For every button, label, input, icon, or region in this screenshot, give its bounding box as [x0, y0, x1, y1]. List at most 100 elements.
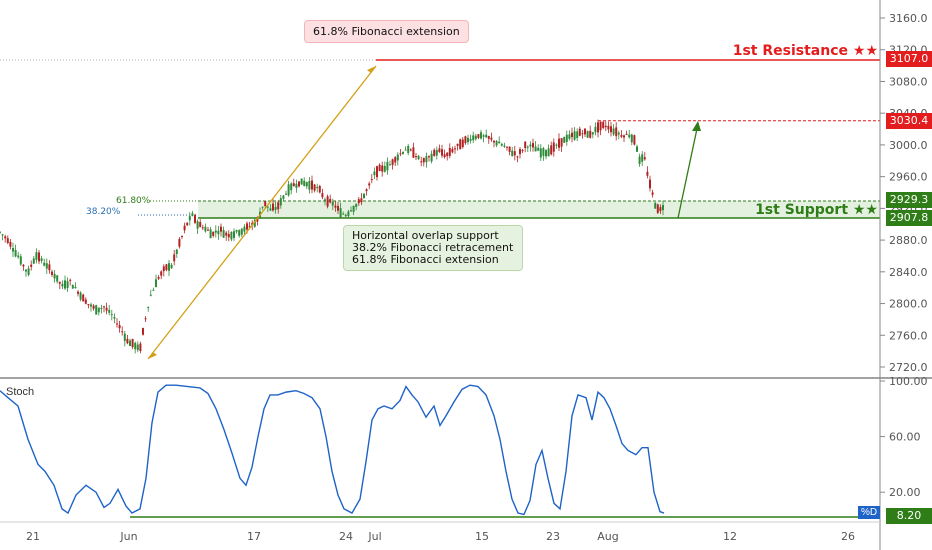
- candle-down: [201, 227, 204, 229]
- candle-up: [347, 211, 350, 217]
- candle-down: [58, 281, 61, 284]
- candle-down: [256, 217, 259, 222]
- candle-down: [30, 264, 33, 267]
- stoch-legend: %D: [858, 506, 880, 519]
- support-callout-line-2: 38.2% Fibonacci retracement: [352, 241, 514, 254]
- annotation-lines: [147, 59, 880, 360]
- candle-up: [407, 146, 410, 153]
- candle-up: [612, 128, 615, 135]
- candle-up: [25, 269, 27, 272]
- candle-down: [610, 126, 612, 133]
- candle-up: [110, 314, 113, 316]
- candle-down: [441, 149, 443, 156]
- candle-up: [636, 146, 638, 152]
- projection-arrow: [677, 123, 699, 219]
- candle-up: [266, 206, 269, 208]
- candle-down: [513, 151, 516, 156]
- candle-up: [467, 137, 469, 143]
- candle-up: [56, 275, 59, 282]
- candle-up: [511, 150, 514, 157]
- candle-up: [469, 139, 472, 141]
- candle-up: [222, 229, 225, 238]
- candle-down: [659, 207, 662, 212]
- candle-down: [227, 233, 230, 238]
- candle-up: [474, 135, 477, 140]
- candle-up: [129, 340, 131, 347]
- candle-up: [417, 155, 420, 160]
- candle-down: [391, 159, 394, 166]
- support-callout: Horizontal overlap support 38.2% Fibonac…: [343, 225, 523, 271]
- candle-down: [649, 179, 651, 189]
- candle-up: [61, 283, 64, 287]
- candle-down: [454, 148, 456, 150]
- candle-down: [131, 338, 134, 348]
- time-tick-label: 17: [247, 530, 261, 543]
- candle-down: [22, 264, 25, 267]
- candle-up: [563, 137, 566, 143]
- support-bottom-tag: 2907.8: [886, 210, 932, 226]
- time-tick-label: 12: [723, 530, 737, 543]
- candle-down: [524, 141, 527, 149]
- candle-up: [35, 252, 38, 260]
- candle-up: [425, 156, 428, 163]
- candle-up: [238, 230, 241, 236]
- candle-up: [175, 249, 178, 254]
- candle-down: [521, 150, 524, 152]
- candle-down: [321, 193, 324, 198]
- candle-up: [342, 213, 345, 215]
- candle-down: [508, 146, 511, 152]
- candle-up: [529, 144, 532, 147]
- candle-up: [74, 286, 77, 288]
- candle-up: [316, 186, 319, 189]
- support-zone-fill: [198, 200, 880, 219]
- candle-down: [490, 137, 493, 140]
- candle-down: [360, 198, 363, 203]
- fib-extension-line: [147, 65, 377, 360]
- candle-down: [409, 149, 412, 151]
- candle-down: [399, 153, 402, 155]
- candle-down: [532, 143, 534, 148]
- candle-up: [274, 206, 277, 210]
- price-tick-label: 3000.0: [889, 139, 928, 152]
- candle-down: [422, 158, 425, 163]
- candle-down: [550, 145, 553, 155]
- candle-up: [630, 134, 633, 143]
- candle-down: [607, 125, 610, 130]
- candle-down: [212, 231, 215, 236]
- support-callout-line-3: 61.8% Fibonacci extension: [352, 253, 499, 266]
- candle-up: [355, 203, 358, 207]
- candle-down: [318, 186, 321, 193]
- candle-up: [344, 214, 347, 217]
- candle-down: [487, 136, 490, 139]
- candle-up: [217, 230, 220, 235]
- candle-down: [451, 148, 454, 153]
- candle-down: [493, 140, 495, 143]
- fib-extension-callout: 61.8% Fibonacci extension: [304, 20, 469, 43]
- candle-down: [656, 204, 659, 213]
- time-tick-label: 15: [475, 530, 489, 543]
- time-tick-label: Jun: [119, 530, 137, 543]
- candle-up: [287, 184, 290, 196]
- candle-down: [599, 121, 602, 131]
- candle-up: [628, 134, 631, 138]
- candle-up: [526, 146, 529, 148]
- stoch-d-line: [0, 384, 665, 516]
- candle-down: [456, 143, 459, 146]
- candle-up: [555, 144, 558, 146]
- candle-up: [396, 154, 399, 161]
- candle-down: [443, 154, 446, 157]
- target-price-tag: 3030.4: [886, 113, 932, 129]
- candle-down: [477, 134, 480, 138]
- candle-down: [6, 238, 9, 243]
- candle-up: [472, 135, 475, 141]
- candle-down: [264, 201, 267, 206]
- candle-down: [615, 127, 618, 137]
- candle-up: [363, 193, 365, 199]
- candle-up: [573, 131, 576, 140]
- candle-down: [329, 198, 332, 203]
- time-tick-label: 23: [546, 530, 560, 543]
- candle-down: [334, 205, 337, 208]
- candle-up: [123, 333, 126, 341]
- candle-up: [155, 279, 157, 288]
